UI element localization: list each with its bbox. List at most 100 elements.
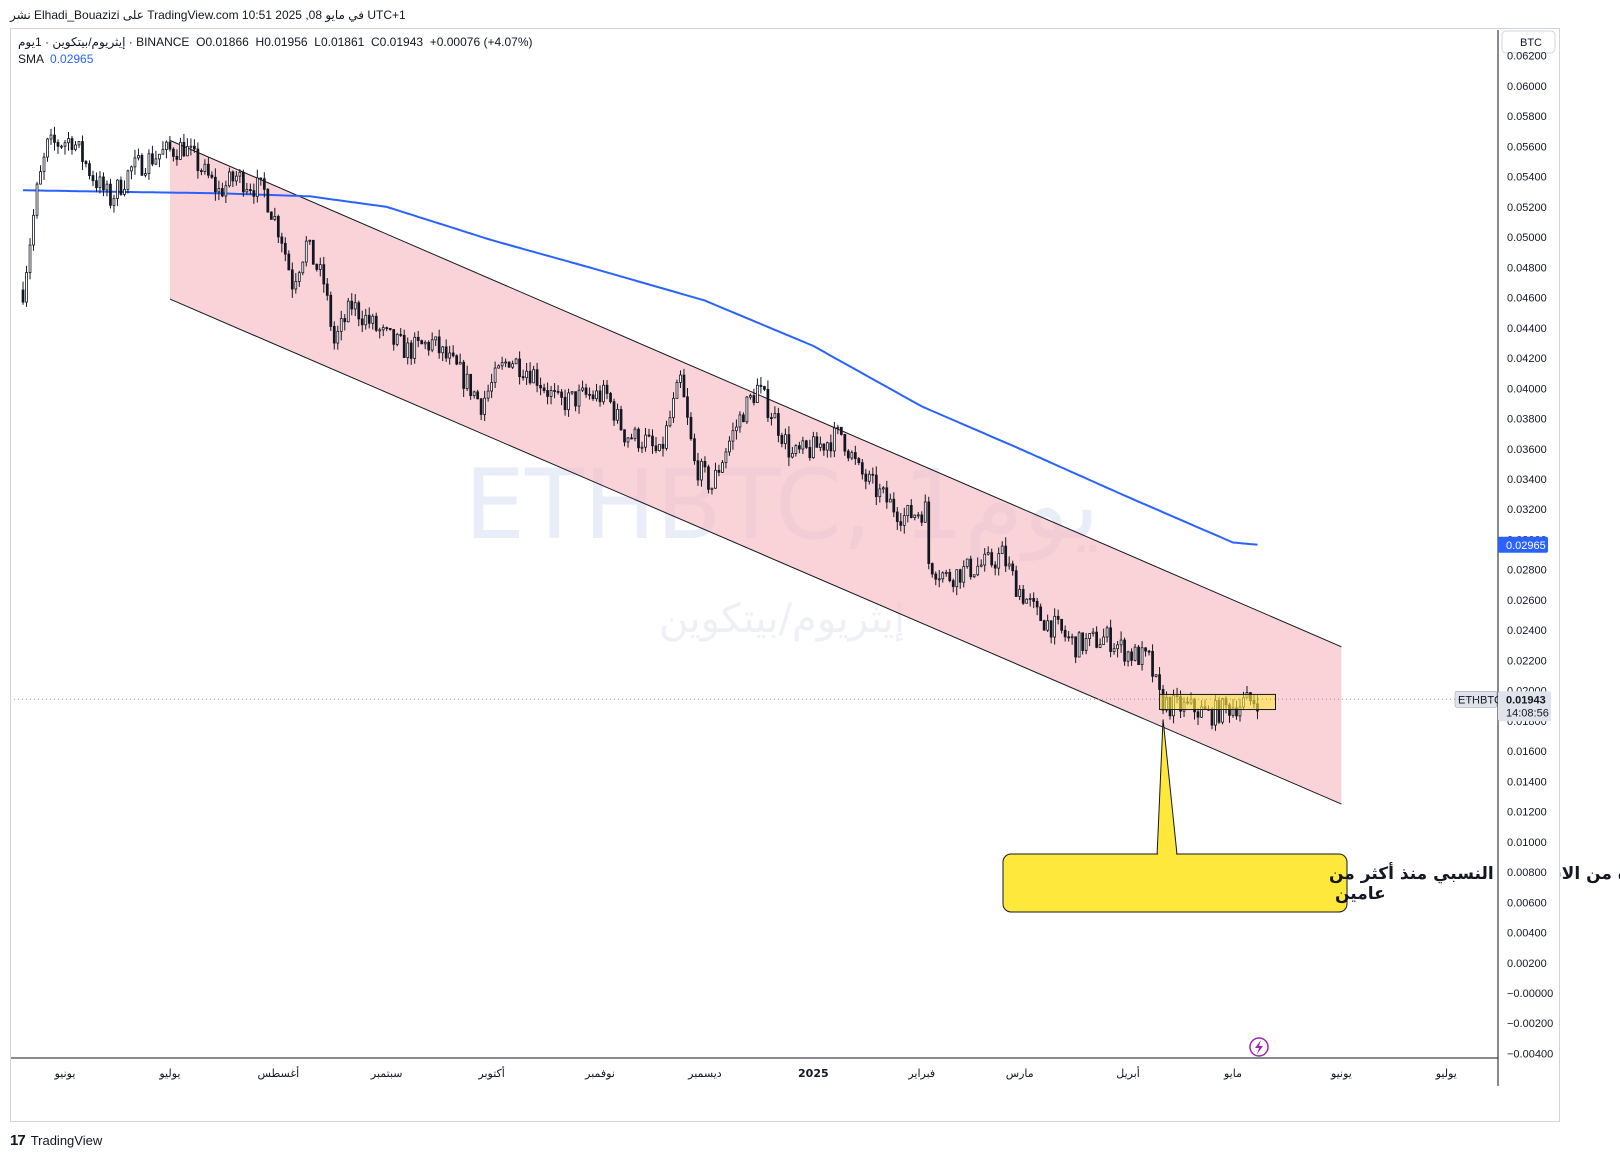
candle: [32, 209, 35, 251]
price-tick-label: 0.02200: [1507, 655, 1547, 667]
time-tick-label: يونيو: [1330, 1067, 1352, 1080]
descending-channel[interactable]: [169, 139, 1342, 805]
candle-body: [1014, 570, 1018, 597]
sma-row[interactable]: SMA 0.02965: [18, 51, 532, 68]
candle: [581, 380, 584, 393]
time-axis[interactable]: يونيو يوليو أغسطس سبتمبر أكتوبر نوفمبر ديسمبر 2…: [10, 1057, 1498, 1080]
candle: [60, 144, 63, 149]
candle: [318, 257, 322, 277]
callout-group[interactable]: أطول فترة من الاستقرار النسبي منذ أكثر م…: [1002, 719, 1620, 913]
candle-body: [504, 361, 507, 364]
channel-fill[interactable]: [169, 140, 1342, 805]
candle-body: [154, 158, 158, 165]
candle: [322, 256, 326, 293]
candle: [637, 427, 640, 452]
candle-body: [591, 394, 595, 400]
lightning-icon[interactable]: [1249, 1037, 1269, 1057]
candle-body: [39, 171, 42, 185]
candle-body: [336, 330, 340, 344]
symbol-line[interactable]: إيثريوم/بيتكوين · 1يوم · BINANCE: [18, 35, 190, 49]
candle-body: [497, 365, 500, 369]
candle: [49, 128, 53, 145]
candle-body: [916, 514, 920, 517]
candle: [941, 571, 945, 583]
candle: [1056, 609, 1060, 625]
candle-body: [860, 462, 864, 475]
callout-pointer[interactable]: [1156, 719, 1178, 856]
candle: [1032, 592, 1036, 609]
candle: [227, 167, 231, 188]
candle-body: [67, 138, 70, 144]
candle: [1095, 626, 1098, 649]
candle: [780, 432, 784, 448]
candle: [53, 126, 56, 151]
price-tick-label: 0.02600: [1507, 595, 1547, 607]
candle: [385, 326, 389, 332]
candle: [920, 511, 924, 527]
candle: [448, 345, 452, 365]
candle: [1077, 630, 1081, 658]
candle-body: [770, 417, 773, 419]
candle-body: [742, 414, 745, 423]
candle: [696, 452, 700, 486]
candle-body: [630, 437, 633, 440]
candle-body: [297, 272, 301, 282]
candle-body: [315, 263, 319, 270]
candle-body: [532, 369, 535, 384]
candle: [773, 406, 777, 419]
candle-body: [325, 283, 329, 296]
candle-body: [1119, 639, 1123, 646]
price-tick-label: −0.00400: [1507, 1048, 1553, 1060]
candle: [787, 426, 791, 467]
range-box-group[interactable]: [1159, 693, 1276, 711]
candle-body: [895, 511, 899, 522]
candle: [969, 555, 973, 580]
candle-body: [528, 370, 532, 384]
candle: [158, 153, 161, 168]
price-tick-label: 0.04200: [1507, 353, 1547, 365]
candle-body: [385, 327, 389, 329]
candle: [885, 480, 889, 509]
candle-body: [899, 521, 903, 526]
candle: [1133, 643, 1137, 662]
candle-body: [546, 390, 549, 397]
tradingview-logo[interactable]: 17 TradingView: [10, 1132, 102, 1149]
watermark-sub: إيثريوم/بيتكوين: [659, 596, 905, 642]
candle-body: [28, 244, 32, 273]
price-axis[interactable]: BTC 0.06200 0.06000 0.05800 0.05600 0.05400 0.…: [1497, 30, 1560, 1086]
channel-upper-line[interactable]: [169, 139, 1342, 648]
candle-body: [472, 391, 476, 396]
candle-body: [479, 398, 483, 415]
candle-body: [829, 442, 833, 452]
candle: [570, 391, 574, 396]
candle: [605, 380, 609, 400]
candle: [273, 207, 277, 222]
candle: [598, 385, 602, 407]
candle: [283, 237, 287, 262]
candle-body: [878, 488, 882, 498]
candle: [441, 345, 445, 362]
candle-body: [53, 134, 56, 143]
channel-lower-line[interactable]: [169, 298, 1342, 805]
candle: [916, 512, 920, 519]
candle-body: [25, 272, 28, 303]
candle-body: [287, 253, 291, 271]
candle-body: [168, 141, 172, 150]
sma-price-tag-text: 0.02965: [1506, 540, 1546, 552]
candle: [189, 138, 193, 156]
consolidation-box[interactable]: [1159, 693, 1276, 711]
candle-body: [976, 565, 980, 576]
candle: [839, 426, 843, 436]
candle-body: [822, 443, 826, 451]
candle: [297, 270, 301, 287]
candle: [867, 470, 871, 485]
candle: [1060, 618, 1064, 634]
currency-button[interactable]: [1501, 30, 1556, 54]
callout-box[interactable]: [1002, 853, 1348, 913]
sma-line[interactable]: [22, 189, 1258, 546]
candle: [640, 441, 644, 454]
candle: [245, 182, 249, 195]
candle-body: [983, 553, 987, 566]
sma-price-tag: [1498, 536, 1548, 553]
